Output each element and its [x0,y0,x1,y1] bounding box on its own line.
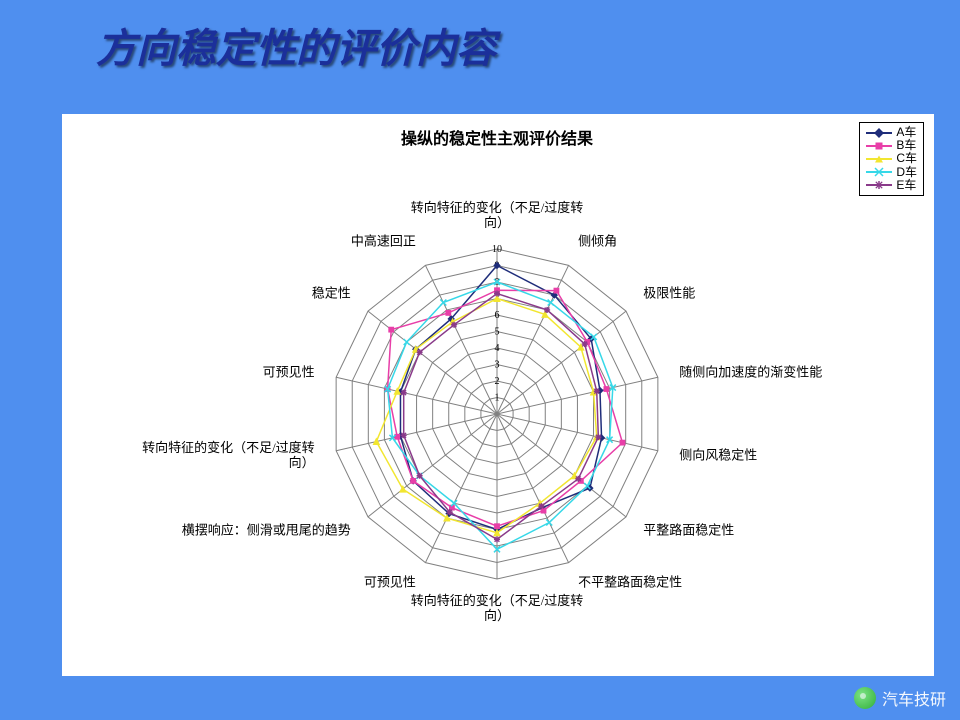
axis-label: 可预见性 [263,364,315,379]
legend-label: E车 [896,179,916,192]
svg-text:2: 2 [495,376,500,387]
svg-text:10: 10 [492,244,502,255]
axis-label: 侧向风稳定性 [679,448,757,463]
axis-label: 横摆响应：侧滑或甩尾的趋势 [182,523,351,538]
legend-item: C车 [866,152,917,165]
axis-label: 转向特征的变化（不足/过度转向） [411,200,584,230]
slide: 方向稳定性的评价内容 操纵的稳定性主观评价结果12345678910转向特征的变… [0,0,960,720]
radar-chart: 操纵的稳定性主观评价结果12345678910转向特征的变化（不足/过度转向）侧… [62,114,934,676]
axis-label: 可预见性 [364,574,416,589]
axis-label: 不平整路面稳定性 [578,574,682,589]
axis-label: 中高速回正 [351,234,416,249]
axis-label: 侧倾角 [578,234,617,249]
slide-title: 方向稳定性的评价内容 [96,16,496,74]
svg-text:1: 1 [495,393,500,404]
legend: A车B车C车D车E车 [859,122,924,196]
axis-label: 稳定性 [312,285,351,300]
legend-label: C车 [896,152,917,165]
svg-text:操纵的稳定性主观评价结果: 操纵的稳定性主观评价结果 [401,129,593,148]
svg-text:4: 4 [495,343,500,354]
legend-label: D车 [896,166,917,179]
series-C车 [373,296,599,536]
axis-label: 随侧向加速度的渐变性能 [679,364,822,379]
chart-panel: 操纵的稳定性主观评价结果12345678910转向特征的变化（不足/过度转向）侧… [62,114,934,676]
svg-text:3: 3 [495,360,500,371]
axis-label: 平整路面稳定性 [643,523,734,538]
svg-text:5: 5 [495,327,500,338]
watermark: 汽车技研 [854,686,946,710]
svg-text:6: 6 [495,310,500,321]
legend-item: D车 [866,166,917,179]
legend-item: E车 [866,179,917,192]
wechat-icon [854,687,876,709]
axis-label: 转向特征的变化（不足/过度转向） [411,593,584,623]
watermark-text: 汽车技研 [882,686,946,710]
axis-label: 转向特征的变化（不足/过度转向） [142,440,315,470]
axis-label: 极限性能 [643,285,695,300]
